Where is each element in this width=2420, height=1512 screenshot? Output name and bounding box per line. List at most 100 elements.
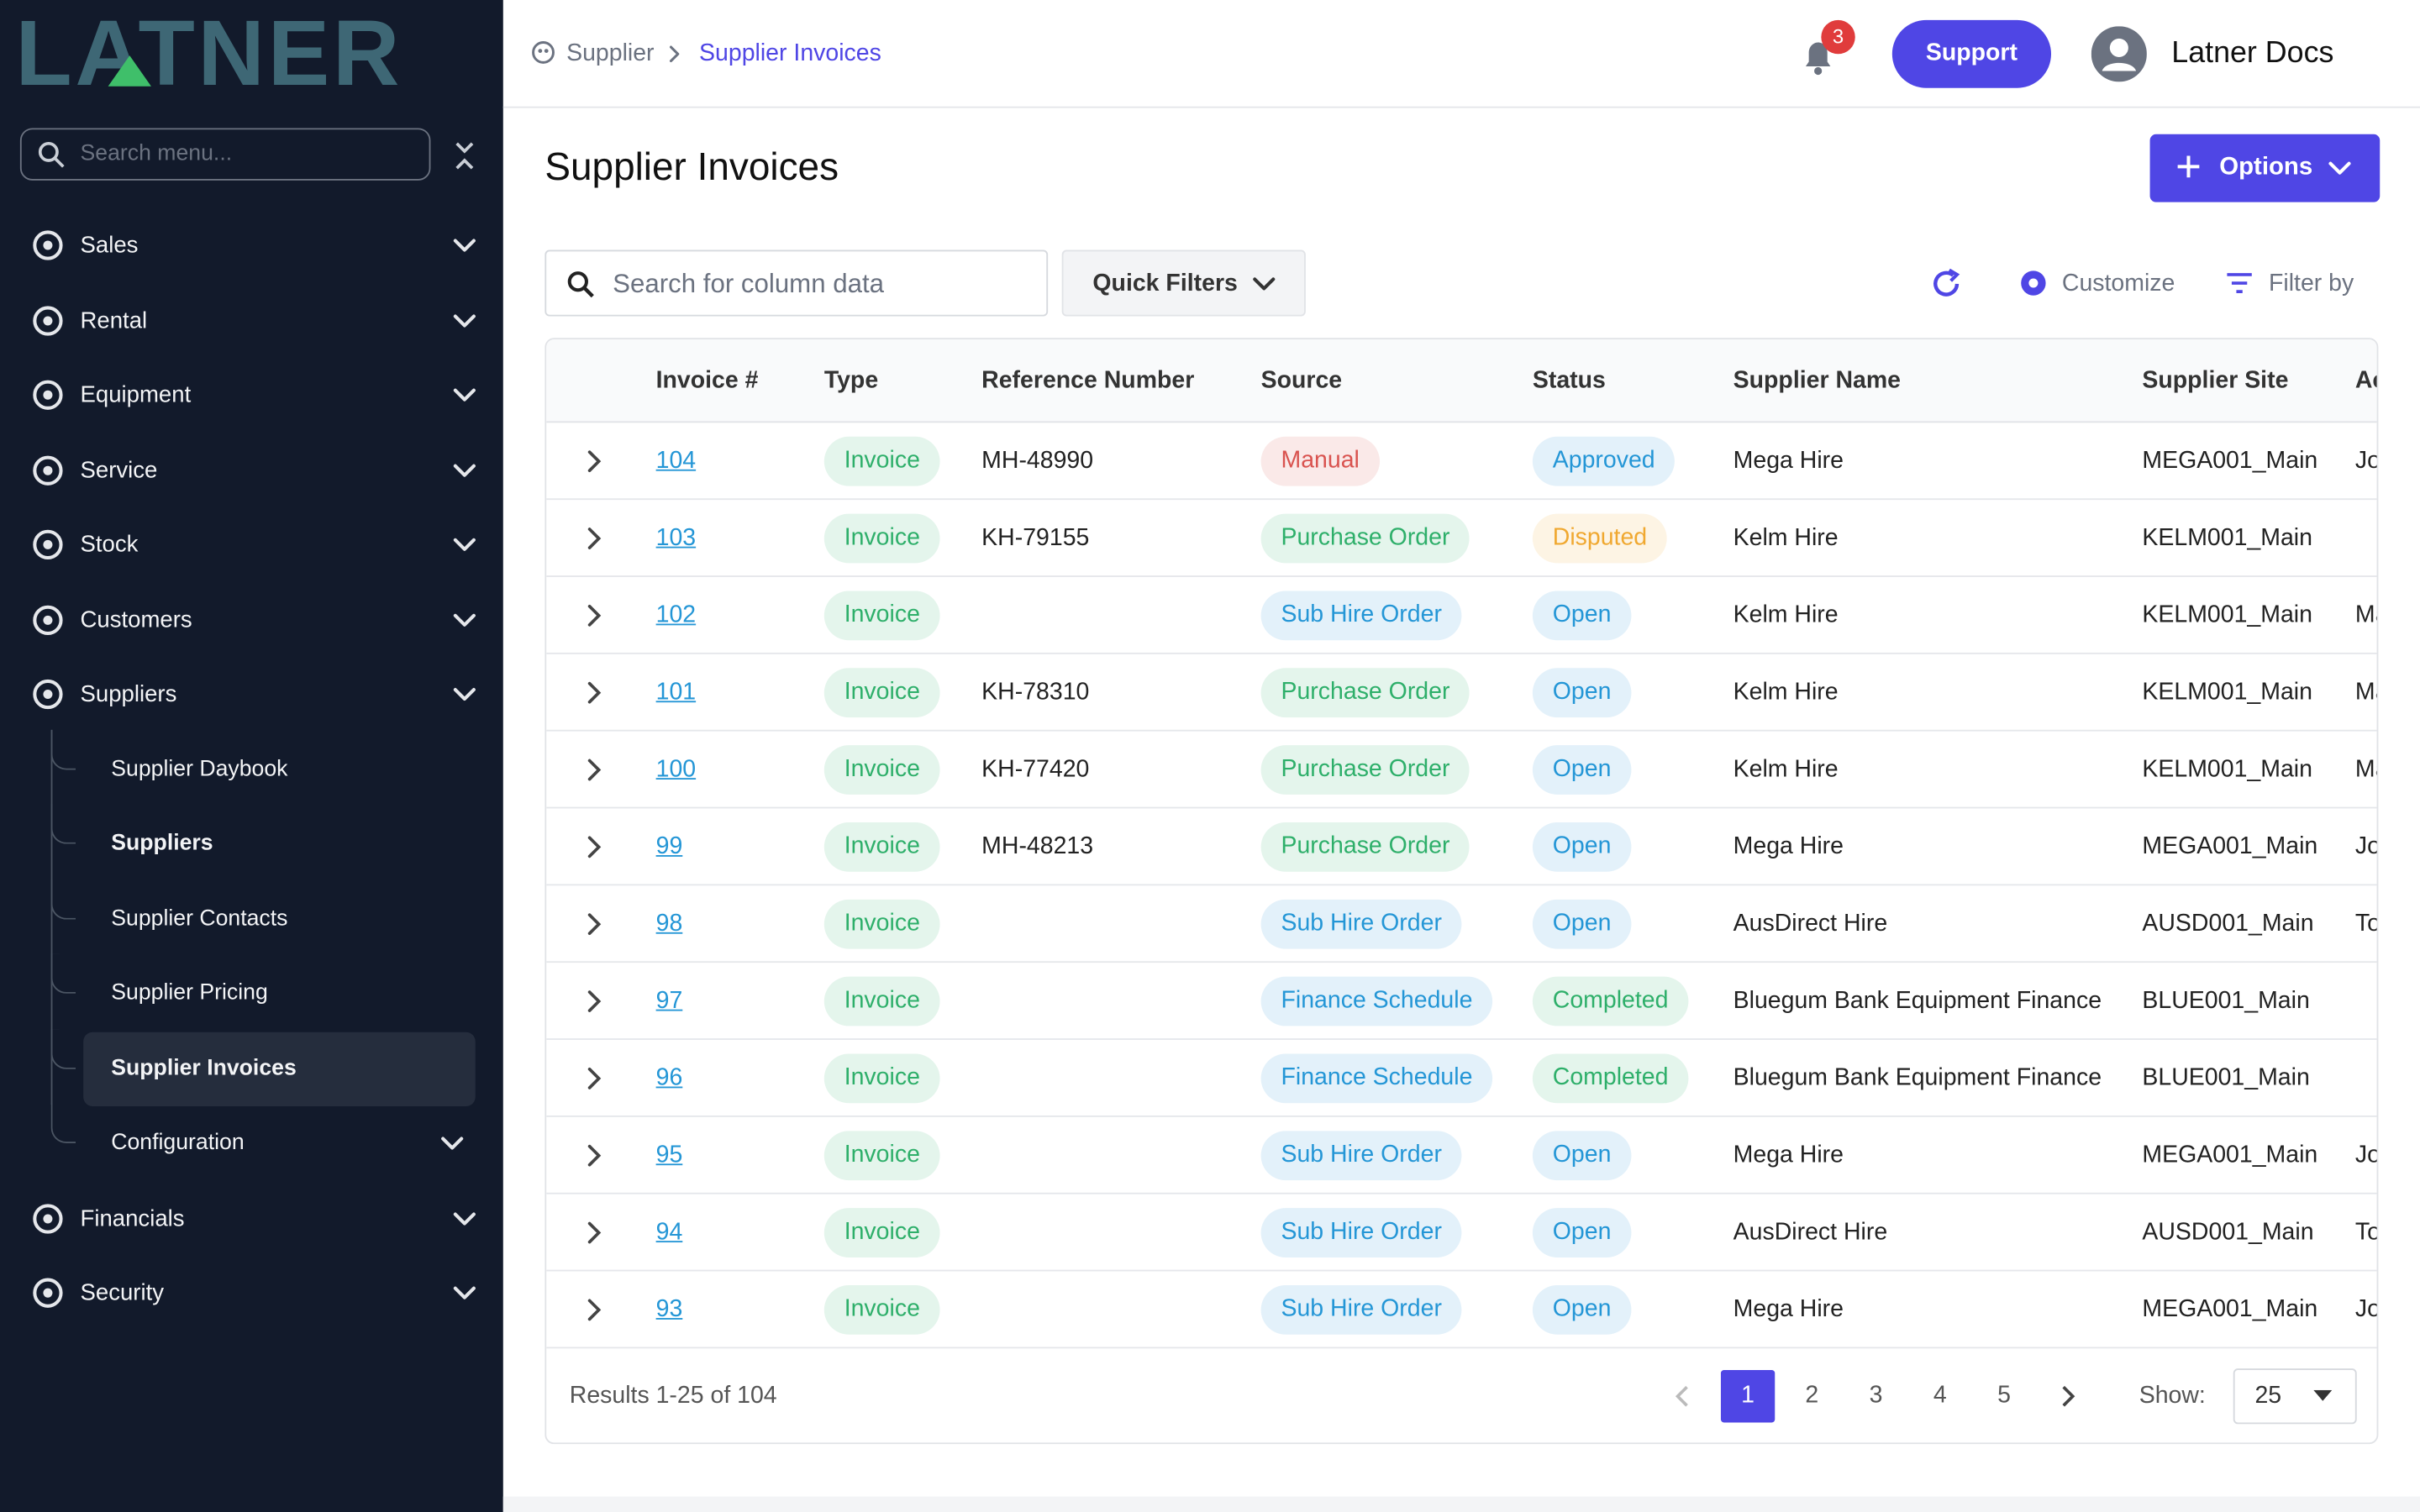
avatar[interactable]	[2091, 26, 2147, 82]
row-divider	[546, 884, 2377, 886]
page-button[interactable]: 4	[1933, 1382, 1947, 1409]
next-page[interactable]	[2056, 1384, 2081, 1409]
menu-item[interactable]: Security	[80, 1279, 165, 1306]
type-badge: Invoice	[823, 745, 940, 795]
menu-item[interactable]: Customers	[80, 606, 192, 633]
column-header[interactable]: Supplier Site	[2142, 367, 2289, 394]
table-search-placeholder: Search for column data	[613, 269, 885, 299]
filter-by-button[interactable]: Filter by	[2269, 270, 2354, 297]
table-search[interactable]	[544, 249, 1049, 317]
invoice-link[interactable]: 104	[655, 448, 697, 475]
expand-row[interactable]	[581, 835, 606, 859]
source-badge: Purchase Order	[1260, 668, 1470, 718]
column-header[interactable]: Ac	[2354, 367, 2377, 394]
column-header[interactable]: Status	[1532, 367, 1606, 394]
menu-item[interactable]: Financials	[80, 1205, 185, 1231]
page-size-select[interactable]	[2233, 1368, 2357, 1425]
tree-branch	[50, 953, 76, 994]
column-header[interactable]: Type	[823, 367, 879, 394]
page-button[interactable]: 1	[1720, 1370, 1776, 1423]
page-button[interactable]: 5	[1997, 1382, 2011, 1409]
submenu-item[interactable]: Supplier Invoices	[111, 1055, 297, 1081]
expand-row[interactable]	[581, 526, 606, 550]
page-button[interactable]: 2	[1805, 1382, 1819, 1409]
expand-row[interactable]	[581, 758, 606, 782]
cell-text: AUSD001_Main	[2142, 911, 2314, 937]
options-chevron	[2328, 161, 2351, 175]
brand-logo: LATNER	[15, 1, 403, 105]
menu-item[interactable]: Rental	[80, 307, 148, 333]
gear-icon[interactable]	[2018, 267, 2050, 300]
menu-item[interactable]: Stock	[80, 531, 139, 558]
source-badge: Purchase Order	[1260, 822, 1470, 872]
quick-filters-chevron	[1253, 277, 1276, 291]
submenu-item[interactable]: Configuration	[111, 1130, 245, 1156]
type-badge: Invoice	[823, 668, 940, 718]
refresh-icon[interactable]	[1929, 267, 1963, 301]
column-header[interactable]: Invoice #	[655, 367, 759, 394]
menu-item[interactable]: Sales	[80, 232, 139, 259]
menu-chevron	[453, 1211, 476, 1225]
submenu-item[interactable]: Suppliers	[111, 831, 213, 856]
menu-chevron	[453, 239, 476, 252]
page-button[interactable]: 3	[1869, 1382, 1883, 1409]
column-header[interactable]: Reference Number	[981, 367, 1195, 394]
menu-icon	[33, 305, 63, 335]
bell-icon[interactable]	[1800, 37, 1837, 77]
invoice-link[interactable]: 100	[655, 756, 697, 783]
expand-row[interactable]	[581, 449, 606, 473]
quick-filters-button[interactable]	[1061, 249, 1306, 317]
invoice-link[interactable]: 99	[655, 833, 683, 860]
cell-text: To	[2354, 1219, 2379, 1246]
cell-text: KELM001_Main	[2142, 756, 2312, 783]
menu-item[interactable]: Equipment	[80, 381, 192, 408]
type-badge: Invoice	[823, 1131, 940, 1181]
expand-row[interactable]	[581, 1143, 606, 1168]
invoice-link[interactable]: 97	[655, 987, 683, 1015]
invoice-link[interactable]: 96	[655, 1064, 683, 1092]
cell-text: Kelm Hire	[1733, 524, 1839, 552]
expand-row[interactable]	[581, 603, 606, 627]
user-name[interactable]: Latner Docs	[2171, 35, 2334, 71]
menu-active-bg	[83, 1031, 476, 1106]
invoice-link[interactable]: 98	[655, 911, 683, 937]
support-button[interactable]: Support	[1891, 19, 2052, 88]
menu-chevron	[453, 463, 476, 476]
options-label: Options	[2219, 154, 2313, 181]
menu-item[interactable]: Service	[80, 456, 158, 483]
filter-icon[interactable]	[2226, 271, 2254, 295]
invoice-link[interactable]: 95	[655, 1142, 683, 1168]
type-badge: Invoice	[823, 822, 940, 872]
row-divider	[546, 652, 2377, 654]
invoice-link[interactable]: 103	[655, 524, 697, 552]
invoice-link[interactable]: 94	[655, 1219, 683, 1246]
expand-row[interactable]	[581, 1066, 606, 1090]
customize-button[interactable]: Customize	[2061, 270, 2175, 297]
expand-row[interactable]	[581, 1221, 606, 1245]
invoice-link[interactable]: 102	[655, 601, 697, 629]
menu-item[interactable]: Suppliers	[80, 680, 177, 708]
row-divider	[546, 498, 2377, 501]
expand-row[interactable]	[581, 680, 606, 705]
breadcrumb-item[interactable]: Supplier	[566, 40, 655, 67]
menu-search[interactable]	[19, 128, 431, 181]
tree-branch	[50, 879, 76, 919]
prev-page[interactable]	[1671, 1384, 1696, 1409]
expand-row[interactable]	[581, 989, 606, 1013]
menu-search-placeholder: Search menu...	[80, 141, 233, 166]
expand-row[interactable]	[581, 912, 606, 937]
status-badge: Approved	[1532, 436, 1676, 486]
invoice-link[interactable]: 101	[655, 679, 697, 706]
submenu-item[interactable]: Supplier Daybook	[111, 756, 288, 781]
collapse-icon[interactable]	[452, 139, 476, 172]
column-header[interactable]: Source	[1260, 367, 1343, 394]
submenu-item[interactable]: Supplier Pricing	[111, 980, 268, 1006]
cell-text: MEGA001_Main	[2142, 1142, 2318, 1168]
source-badge: Finance Schedule	[1260, 1053, 1493, 1104]
type-badge: Invoice	[823, 1053, 940, 1104]
column-header[interactable]: Supplier Name	[1733, 367, 1901, 394]
submenu-item[interactable]: Supplier Contacts	[111, 906, 288, 932]
expand-row[interactable]	[581, 1298, 606, 1322]
invoice-link[interactable]: 93	[655, 1296, 683, 1323]
